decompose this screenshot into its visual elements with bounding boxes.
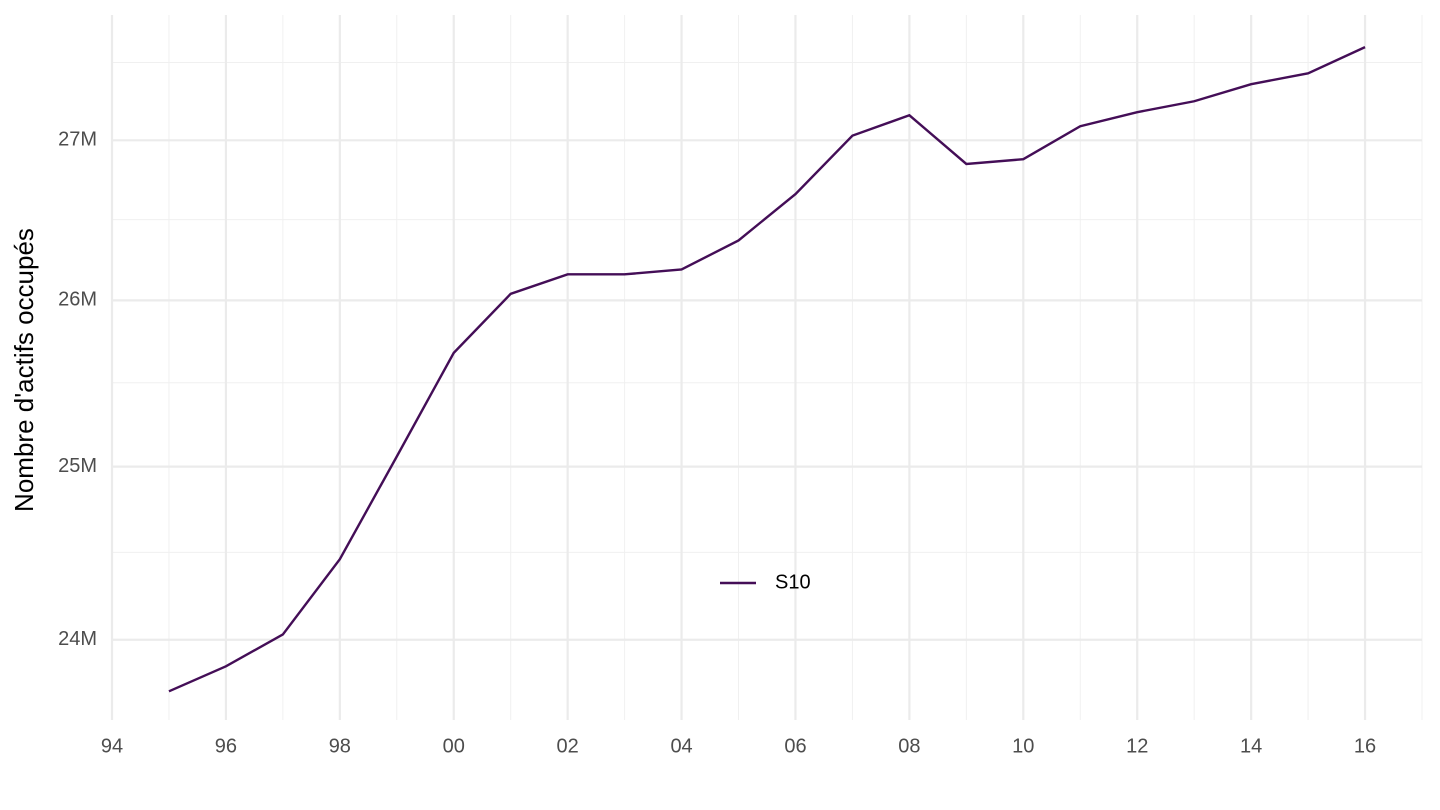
y-tick-label: 24M xyxy=(58,628,97,650)
x-tick-label: 96 xyxy=(215,735,237,757)
x-tick-label: 06 xyxy=(784,735,806,757)
x-tick-label: 16 xyxy=(1354,735,1376,757)
y-tick-label: 26M xyxy=(58,289,97,311)
x-tick-label: 02 xyxy=(557,735,579,757)
x-tick-label: 04 xyxy=(670,735,692,757)
x-tick-label: 94 xyxy=(101,735,123,757)
x-tick-label: 98 xyxy=(329,735,351,757)
grid xyxy=(110,15,1423,720)
x-tick-label: 00 xyxy=(443,735,465,757)
y-tick-label: 25M xyxy=(58,455,97,477)
legend-label: S10 xyxy=(775,571,811,593)
y-tick-label: 27M xyxy=(58,129,97,151)
x-tick-label: 12 xyxy=(1126,735,1148,757)
x-tick-label: 14 xyxy=(1240,735,1262,757)
x-tick-label: 10 xyxy=(1012,735,1034,757)
y-axis-label: Nombre d'actifs occupés xyxy=(9,228,39,512)
x-tick-label: 08 xyxy=(898,735,920,757)
data-line xyxy=(168,46,1366,693)
